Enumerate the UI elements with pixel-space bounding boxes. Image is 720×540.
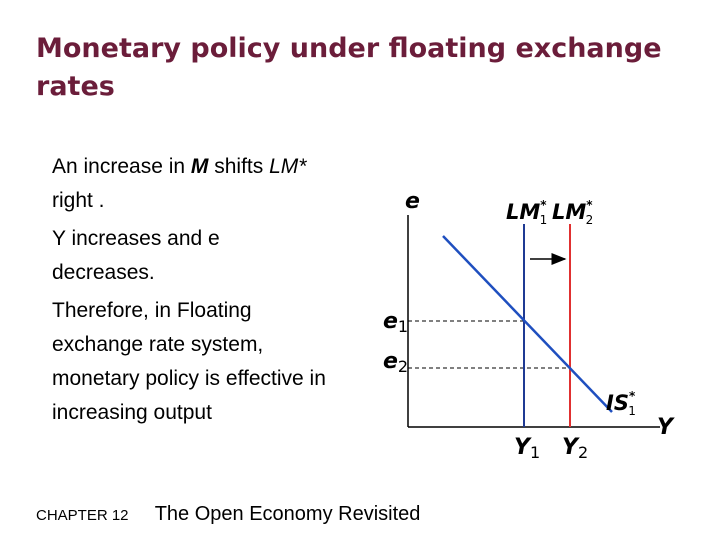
is1-label: IS* 1 [606, 389, 636, 418]
y-axis-label: e [405, 189, 420, 214]
bullet-3: Therefore, in Floating exchange rate sys… [52, 299, 326, 424]
slide-title: Monetary policy under floating exchange … [36, 33, 662, 102]
bullet-1: An increase in M shifts LM* right . [52, 155, 307, 212]
y1-label: Y1 [514, 435, 540, 462]
is1-curve [442, 235, 613, 413]
bullet-list: An increase in M shifts LM* right . Y in… [52, 150, 327, 434]
book-title: The Open Economy Revisited [154, 503, 421, 525]
slide-footer: CHAPTER 12 The Open Economy Revisited [36, 502, 420, 528]
bullet-2: Y increases and e decreases. [52, 227, 220, 284]
lm2-label: LM* 2 [552, 198, 593, 227]
lm1-label: LM* 1 [506, 198, 547, 227]
chapter-label: CHAPTER 12 [36, 507, 129, 524]
e2-label: e2 [383, 349, 408, 376]
y2-label: Y2 [562, 435, 588, 462]
e1-label: e1 [383, 309, 408, 336]
x-axis-label: Y [657, 415, 675, 440]
